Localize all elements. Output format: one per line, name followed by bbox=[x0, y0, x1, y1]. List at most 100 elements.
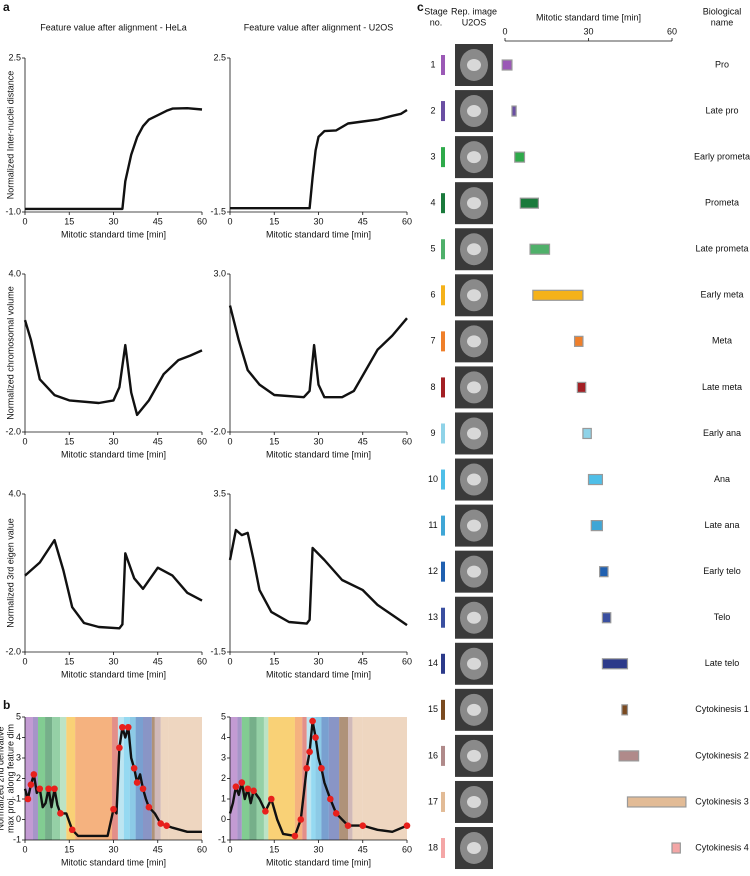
transition-point bbox=[250, 787, 257, 795]
stage-name: Late meta bbox=[702, 382, 742, 392]
cell-image-chromatin bbox=[467, 657, 481, 670]
x-axis-label: Mitotic standard time [min] bbox=[61, 669, 166, 679]
transition-point bbox=[119, 723, 126, 731]
transition-point bbox=[318, 764, 325, 772]
stage-name: Cytokinesis 1 bbox=[695, 704, 749, 714]
stage-header: Stage bbox=[424, 6, 448, 16]
stage-color bbox=[441, 55, 445, 75]
stage-band bbox=[75, 717, 113, 840]
stage-bar bbox=[519, 197, 540, 209]
transition-point bbox=[124, 723, 132, 731]
x-axis-label: Mitotic standard time [min] bbox=[266, 669, 371, 679]
x-axis-label: Mitotic standard time [min] bbox=[61, 857, 166, 867]
x-axis-label: Mitotic standard time [min] bbox=[61, 229, 166, 239]
image-header: U2OS bbox=[462, 17, 487, 27]
transition-point bbox=[303, 764, 311, 772]
stage-name: Early prometa bbox=[694, 151, 750, 161]
x-tick-label: 0 bbox=[227, 216, 232, 226]
cell-image-chromatin bbox=[467, 151, 481, 164]
y-tick-label: 3.5 bbox=[213, 488, 226, 498]
transition-point bbox=[312, 734, 319, 741]
stage-number: 1 bbox=[430, 59, 435, 69]
y-tick-label: 1 bbox=[221, 793, 226, 803]
stage-bar bbox=[621, 704, 629, 716]
stage-band bbox=[249, 717, 257, 840]
stage-name: Late pro bbox=[705, 105, 738, 115]
y-axis-label: Normalized Inter-nuclei distance bbox=[5, 71, 15, 200]
x-tick-label: 60 bbox=[402, 436, 412, 446]
stage-name: Cytokinesis 3 bbox=[695, 796, 749, 806]
stage-bar bbox=[514, 151, 526, 163]
transition-point bbox=[57, 810, 64, 817]
cell-image-chromatin bbox=[467, 565, 481, 578]
stage-band bbox=[263, 717, 269, 840]
stage-band bbox=[52, 717, 61, 840]
stage-name: Ana bbox=[714, 474, 730, 484]
stage-band bbox=[143, 717, 152, 840]
panel-label: b bbox=[3, 698, 10, 712]
stage-band bbox=[129, 717, 136, 840]
y-tick-label: 3.0 bbox=[213, 268, 226, 278]
x-tick-label: 45 bbox=[153, 436, 163, 446]
stage-number: 4 bbox=[430, 198, 435, 208]
y-tick-label: 2.5 bbox=[8, 52, 21, 62]
x-tick-label: 45 bbox=[358, 436, 368, 446]
x-tick-label: 15 bbox=[64, 436, 74, 446]
stage-name: Early meta bbox=[700, 290, 743, 300]
y-tick-label: -2.0 bbox=[210, 426, 226, 436]
x-tick-label: 0 bbox=[227, 436, 232, 446]
x-tick-label: 15 bbox=[64, 656, 74, 666]
cell-image-chromatin bbox=[467, 243, 481, 256]
y-tick-label: 0 bbox=[16, 814, 21, 824]
stage-band bbox=[151, 717, 155, 840]
x-axis-label: Mitotic standard time [min] bbox=[536, 12, 641, 22]
y-tick-label: 4 bbox=[16, 732, 21, 742]
stage-number: 8 bbox=[430, 382, 435, 392]
stage-color bbox=[441, 561, 445, 582]
stage-band bbox=[311, 717, 316, 840]
stage-header: no. bbox=[430, 17, 443, 27]
transition-point bbox=[36, 785, 44, 793]
stage-band bbox=[321, 717, 329, 840]
stage-band bbox=[25, 717, 33, 840]
stage-number: 3 bbox=[430, 151, 435, 161]
x-tick-label: 45 bbox=[153, 844, 163, 854]
transition-point bbox=[232, 783, 240, 790]
x-tick-label: 45 bbox=[358, 656, 368, 666]
x-tick-label: 30 bbox=[108, 436, 118, 446]
mean-line bbox=[230, 108, 408, 210]
stage-color bbox=[441, 607, 445, 628]
x-axis-label: Mitotic standard time [min] bbox=[266, 229, 371, 239]
stage-bar bbox=[587, 473, 604, 486]
transition-point bbox=[145, 803, 153, 811]
cell-image-chromatin bbox=[467, 703, 481, 716]
y-tick-label: 4 bbox=[221, 732, 226, 742]
cell-image-chromatin bbox=[467, 335, 481, 348]
y-axis-label: Normalized chromosomal volume bbox=[5, 286, 15, 420]
transition-point bbox=[133, 779, 141, 786]
y-tick-label: 4.0 bbox=[8, 488, 21, 498]
transition-point bbox=[244, 785, 251, 793]
mean-line bbox=[228, 305, 408, 399]
stage-color bbox=[441, 101, 445, 122]
x-tick-label: 60 bbox=[402, 844, 412, 854]
transition-point bbox=[291, 832, 299, 840]
transition-point bbox=[327, 795, 334, 803]
stage-name: Pro bbox=[715, 59, 729, 69]
stage-bar bbox=[511, 105, 517, 117]
x-axis-label: Mitotic standard time [min] bbox=[266, 449, 371, 459]
stage-number: 15 bbox=[428, 704, 438, 714]
stage-color bbox=[441, 377, 445, 398]
cell-image-chromatin bbox=[467, 427, 481, 440]
transition-point bbox=[262, 808, 269, 815]
stage-color bbox=[441, 147, 445, 168]
transition-point bbox=[30, 771, 38, 778]
cell-image-chromatin bbox=[467, 519, 481, 532]
stage-number: 12 bbox=[428, 566, 438, 576]
stage-number: 18 bbox=[428, 842, 438, 852]
panel-label: a bbox=[3, 0, 10, 14]
transition-point bbox=[359, 822, 367, 829]
transition-point bbox=[68, 826, 76, 834]
panel-label: c bbox=[417, 0, 424, 14]
stage-color bbox=[441, 239, 445, 260]
